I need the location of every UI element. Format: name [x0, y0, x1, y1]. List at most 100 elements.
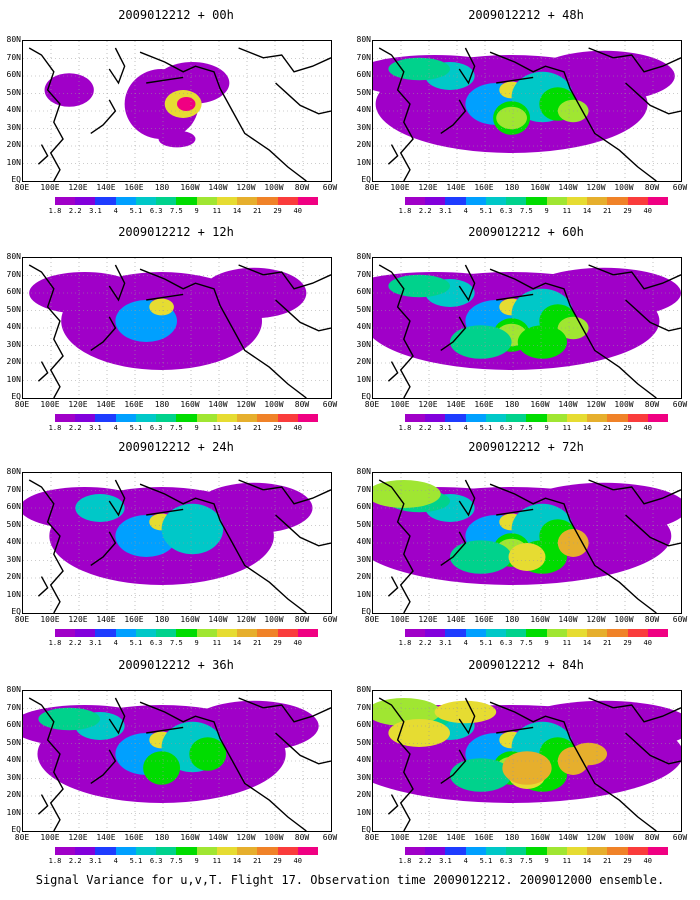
lat-tick-label: 80N: [356, 685, 371, 694]
lon-tick-label: 80E: [14, 400, 30, 409]
coastline: [378, 697, 414, 831]
lat-tick-label: 60N: [6, 70, 21, 79]
lat-tick-label: 70N: [356, 702, 371, 712]
coastline: [496, 508, 534, 516]
colorbar-label: 29: [623, 207, 632, 215]
colorbar-swatch: [156, 197, 177, 205]
lon-tick-label: 140E: [96, 615, 116, 624]
lat-tick-label: EQ: [11, 392, 21, 401]
colorbar-swatch: [485, 197, 507, 205]
lon-tick-label: 80E: [364, 400, 380, 409]
colorbar-swatch: [216, 629, 238, 637]
colorbar-label: 40: [293, 639, 302, 647]
colorbar-label: 29: [273, 207, 282, 215]
lon-tick-label: 160E: [124, 183, 144, 192]
colorbar-label: 9: [194, 424, 199, 432]
coastline: [275, 514, 331, 547]
colorbar-label: 4: [113, 207, 118, 215]
lon-tick-label: 180: [504, 615, 520, 624]
colorbar-label: 11: [562, 207, 572, 215]
coastline: [108, 697, 126, 735]
colorbar-label: 11: [212, 639, 222, 647]
coastline: [108, 264, 126, 302]
colorbar-label: 5.1: [129, 857, 143, 865]
coastline: [625, 514, 681, 547]
colorbar-swatch: [115, 197, 136, 205]
colorbar-swatch: [277, 414, 298, 422]
lon-tick-label: 160W: [180, 400, 200, 409]
lat-tick-label: 30N: [6, 772, 21, 782]
lat-tick-label: 10N: [6, 589, 21, 599]
lat-tick-label: 30N: [6, 339, 21, 349]
lat-tick-label: EQ: [361, 392, 371, 401]
lat-tick-label: 60N: [6, 502, 21, 511]
lon-tick-label: 140W: [208, 833, 228, 842]
colorbar-swatch: [485, 629, 507, 637]
colorbar-label: 2.2: [418, 857, 432, 865]
lat-tick-label: 80N: [6, 35, 21, 44]
coastline: [275, 82, 331, 115]
colorbar-label: 11: [212, 857, 222, 865]
colorbar-swatch: [216, 847, 238, 855]
lon-tick-label: 160E: [124, 400, 144, 409]
lat-tick-label: 50N: [356, 87, 371, 97]
lon-tick-label: 60W: [672, 833, 688, 842]
colorbar-swatch: [485, 847, 507, 855]
colorbar-swatch: [95, 197, 116, 205]
colorbar-label: 1.8: [48, 857, 62, 865]
lon-tick-label: 180: [154, 615, 170, 624]
colorbar-swatch: [526, 629, 547, 637]
lat-tick-label: 70N: [6, 702, 21, 712]
colorbar-swatch: [546, 414, 567, 422]
variance-contour: [38, 707, 100, 731]
variance-contour: [434, 700, 497, 724]
lon-tick-label: 100E: [40, 615, 60, 624]
colorbar: [405, 414, 669, 422]
coastline: [37, 361, 49, 382]
colorbar-label: 6.3: [499, 857, 513, 865]
lon-tick-label: 180: [154, 833, 170, 842]
colorbar-swatch: [135, 847, 157, 855]
panel-title: 2009012212 + 24h: [118, 440, 234, 454]
colorbar-swatch: [607, 847, 628, 855]
colorbar-label: 21: [603, 857, 612, 865]
lon-tick-label: 140E: [446, 183, 466, 192]
coastline: [378, 479, 414, 613]
colorbar-swatch: [237, 847, 258, 855]
lat-tick-label: 10N: [356, 374, 371, 384]
colorbar-label: 4: [463, 639, 468, 647]
variance-contour: [29, 272, 141, 314]
colorbar-swatch: [75, 197, 96, 205]
colorbar-swatch: [647, 414, 669, 422]
coastline: [28, 264, 64, 398]
lat-tick-label: 30N: [6, 122, 21, 132]
colorbar-swatch: [506, 629, 527, 637]
variance-contour: [143, 751, 181, 785]
coastline: [28, 47, 64, 181]
colorbar-label: 5.1: [129, 207, 143, 215]
lat-tick-label: 40N: [6, 755, 21, 764]
variance-contour: [189, 737, 227, 771]
colorbar-label: 14: [232, 207, 242, 215]
colorbar-swatch: [465, 629, 486, 637]
colorbar-label: 14: [232, 424, 242, 432]
colorbar-swatch: [176, 847, 197, 855]
variance-map: [372, 472, 682, 614]
colorbar-swatch: [257, 414, 278, 422]
lon-tick-label: 160W: [180, 183, 200, 192]
variance-contour: [373, 480, 441, 508]
colorbar-label: 2.2: [68, 207, 82, 215]
coastline: [139, 701, 307, 831]
colorbar-label: 11: [212, 424, 222, 432]
colorbar-swatch: [445, 197, 466, 205]
colorbar-label: 6.3: [149, 639, 163, 647]
colorbar-swatch: [485, 414, 507, 422]
lon-tick-label: 120W: [586, 400, 606, 409]
coastline: [378, 47, 414, 181]
colorbar-swatch: [506, 197, 527, 205]
colorbar-label: 7.5: [520, 207, 533, 215]
lat-tick-label: 40N: [6, 322, 21, 331]
colorbar-label: 7.5: [520, 639, 533, 647]
colorbar-swatch: [176, 629, 197, 637]
variance-contour: [450, 758, 512, 792]
